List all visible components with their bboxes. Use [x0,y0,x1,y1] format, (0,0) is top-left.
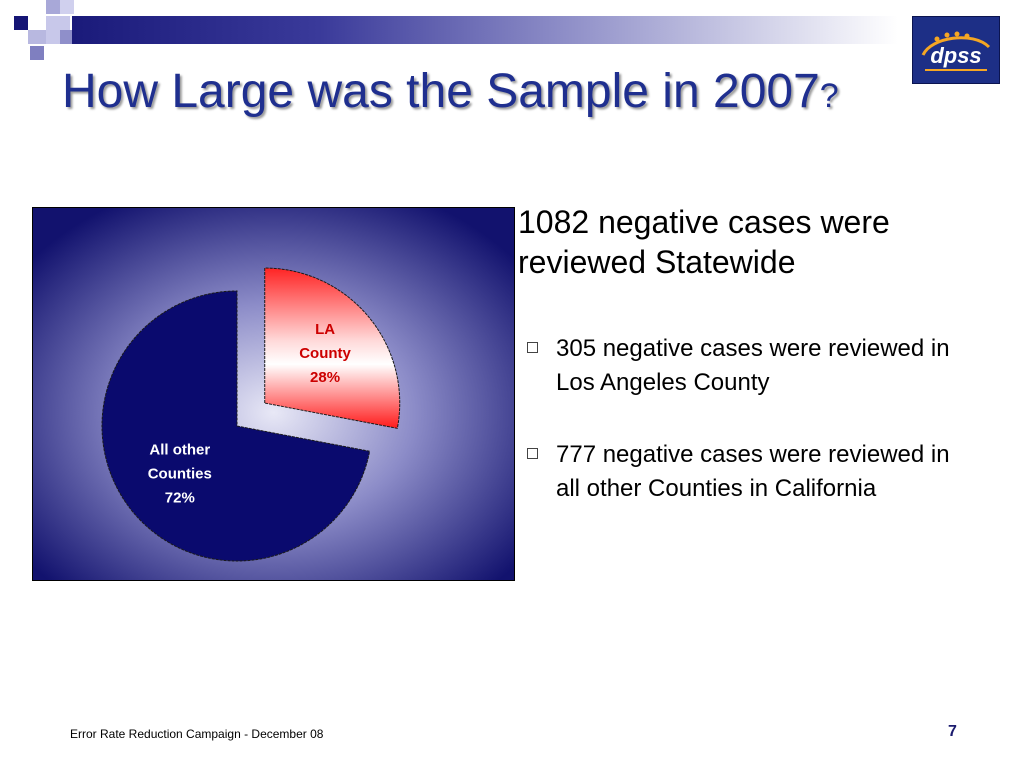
bullet-text: 777 negative cases were reviewed in all … [556,441,950,502]
square-bullet-icon [527,342,538,353]
footer-text: Error Rate Reduction Campaign - December… [70,727,324,741]
header-gradient-bar [72,16,898,44]
slide-title-question-mark: ? [819,77,839,115]
bullet-item: 777 negative cases were reviewed in all … [527,438,977,506]
bullet-text: 305 negative cases were reviewed in Los … [556,335,950,396]
decor-square [28,30,46,44]
dpss-logo-icon: dpss [921,31,991,71]
pie-slice-label-0: LA County 28% [299,321,351,386]
slide-title: How Large was the Sample in 2007? [62,60,882,128]
bullet-item: 305 negative cases were reviewed in Los … [527,332,977,400]
decor-square [30,46,44,60]
decor-square [14,16,28,30]
logo-text: dpss [930,43,981,68]
slide-title-text: How Large was the Sample in 2007 [62,65,820,118]
decor-square [60,0,74,14]
pie-slice-label-1: All other Counties 72% [148,441,212,506]
dpss-logo: dpss [912,16,1000,84]
pie-chart-frame: LA County 28% All other Counties 72% [32,207,515,581]
pie-slice-0 [264,267,401,429]
square-bullet-icon [527,448,538,459]
decor-square [46,0,60,14]
pie-slice-1 [101,290,371,562]
statewide-summary: 1082 negative cases were reviewed Statew… [518,204,890,280]
page-number: 7 [948,723,957,740]
pie-chart: LA County 28% All other Counties 72% [33,208,514,580]
decor-square [60,30,72,44]
